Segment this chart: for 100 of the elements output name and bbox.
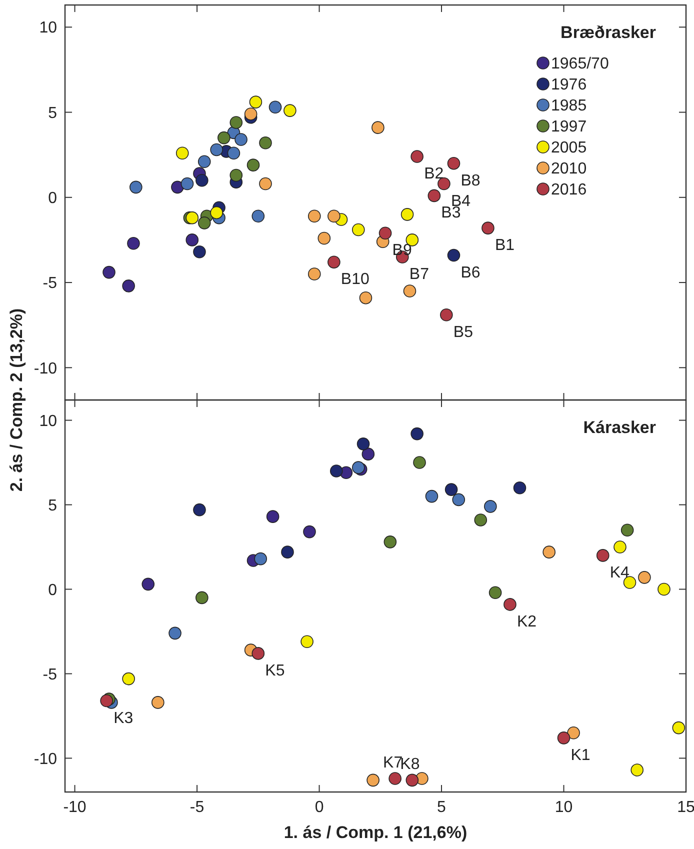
x-axis-title: 1. ás / Comp. 1 (21,6%)	[284, 823, 468, 842]
annotation: K7	[383, 754, 403, 772]
point	[484, 500, 497, 513]
point	[378, 226, 392, 240]
point	[176, 146, 189, 160]
point	[403, 284, 416, 298]
point	[254, 552, 267, 566]
point	[193, 503, 206, 516]
point	[230, 116, 243, 129]
point	[171, 180, 184, 194]
point	[308, 268, 321, 280]
y-tick-label: -10	[34, 750, 58, 768]
y-tick-label: 5	[48, 104, 58, 122]
point	[406, 774, 419, 787]
point	[452, 493, 466, 506]
legend-label: 1997	[551, 118, 587, 136]
annotation: K2	[516, 613, 537, 630]
point	[266, 510, 280, 523]
point	[428, 189, 441, 202]
point	[210, 206, 223, 220]
point	[284, 104, 296, 117]
legend-label: 1965/70	[551, 56, 609, 73]
point	[372, 121, 384, 134]
point	[482, 222, 494, 234]
point	[630, 764, 644, 776]
y-tick-label: 10	[39, 20, 58, 37]
point	[440, 308, 453, 322]
point	[218, 131, 230, 144]
point	[259, 177, 272, 190]
point	[425, 490, 438, 503]
point	[384, 536, 397, 548]
point	[318, 232, 331, 245]
annotation: K3	[114, 710, 134, 727]
x-tick-label: 15	[677, 799, 694, 816]
point	[102, 266, 116, 279]
point	[252, 647, 265, 660]
point	[474, 514, 488, 526]
point	[567, 726, 580, 740]
legend-label: 1985	[551, 98, 587, 115]
point	[210, 143, 223, 156]
point	[186, 234, 199, 246]
point	[193, 245, 206, 258]
point	[198, 155, 211, 168]
point	[400, 208, 414, 221]
legend-label: 2010	[551, 160, 587, 178]
annotation: B2	[424, 166, 444, 183]
point	[122, 672, 135, 686]
point	[362, 448, 375, 460]
point	[234, 133, 248, 146]
point	[672, 721, 686, 734]
text: Kárasker	[583, 418, 656, 437]
text: Bræðrasker	[560, 23, 656, 42]
point	[198, 216, 211, 230]
point	[186, 211, 199, 224]
x-tick-label: 0	[314, 799, 324, 816]
point	[542, 546, 556, 558]
annotation: B6	[460, 264, 480, 282]
legend-label: 2005	[551, 140, 587, 157]
legend-label: 1976	[551, 76, 587, 94]
point	[352, 461, 365, 474]
point	[410, 427, 424, 440]
point	[444, 483, 458, 496]
point	[308, 210, 321, 223]
point	[180, 177, 194, 190]
point	[246, 158, 260, 172]
x-tick-label: 5	[437, 799, 446, 816]
point	[259, 136, 272, 150]
point	[328, 210, 340, 223]
point	[388, 772, 402, 785]
point	[130, 180, 142, 194]
point	[557, 732, 570, 744]
x-tick-label: -10	[63, 799, 86, 816]
y-axis-title: 2. ás / Comp. 2 (13,2%)	[7, 308, 26, 492]
point	[488, 586, 502, 600]
point	[122, 280, 135, 292]
point	[230, 168, 243, 182]
annotation: B10	[340, 271, 370, 288]
point	[300, 635, 314, 648]
legend-label: 2016	[551, 182, 587, 199]
annotation: B7	[409, 266, 430, 283]
annotation: K5	[265, 662, 285, 680]
point	[638, 571, 651, 584]
point	[328, 256, 340, 268]
point	[227, 146, 240, 160]
point	[614, 540, 626, 554]
point	[268, 100, 282, 114]
point	[281, 546, 294, 558]
point	[196, 591, 208, 604]
point	[352, 223, 365, 236]
point	[303, 525, 316, 538]
point	[359, 291, 372, 304]
point	[168, 626, 182, 640]
point	[100, 694, 113, 708]
point	[658, 582, 670, 596]
point	[513, 481, 526, 494]
point	[127, 236, 140, 250]
point	[252, 210, 265, 223]
point	[623, 576, 636, 589]
y-tick-label: 0	[48, 190, 58, 207]
y-tick-label: 5	[48, 497, 58, 514]
